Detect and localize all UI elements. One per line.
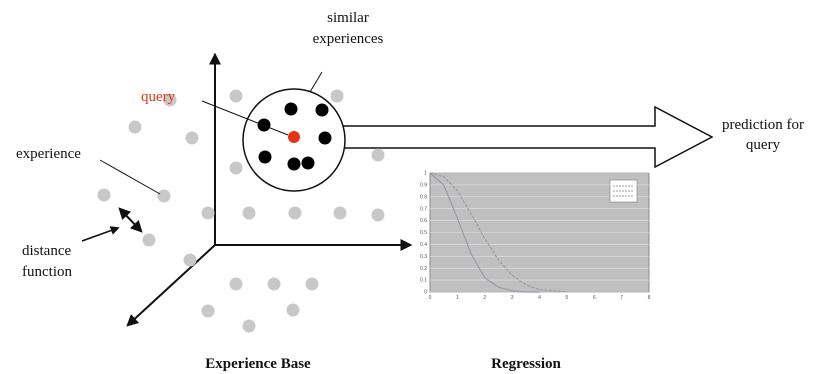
regression-series-line	[429, 172, 540, 293]
experience-point	[185, 131, 199, 145]
y-tick-label: 0.5	[420, 230, 427, 236]
y-tick-label: 0.1	[420, 278, 427, 284]
experience-point	[97, 188, 111, 202]
x-tick-label: 6	[593, 295, 596, 301]
experience-point	[242, 206, 256, 220]
y-tick-label: 0.8	[420, 194, 427, 200]
experience-point	[229, 277, 243, 291]
x-tick-label: 0	[429, 295, 432, 301]
y-tick-label: 0.4	[420, 242, 427, 248]
regression-legend	[609, 179, 638, 203]
prediction-label-line2: query	[746, 137, 781, 153]
x-tick-label: 4	[538, 295, 541, 301]
x-tick-label: 1	[456, 295, 459, 301]
distance-pointer-arrow	[81, 226, 120, 242]
experience-point	[286, 303, 300, 317]
experience-point	[142, 233, 156, 247]
similar-points	[257, 102, 332, 171]
similar-callout-line	[309, 71, 323, 93]
regression-title: Regression	[491, 356, 561, 372]
experience-label: experience	[16, 146, 81, 162]
y-tick-label: 1	[424, 171, 427, 177]
experience-point	[305, 277, 319, 291]
regression-series-line	[429, 172, 567, 293]
experience-point	[371, 148, 385, 162]
experience-callout-line	[99, 159, 161, 195]
prediction-arrow	[336, 105, 714, 169]
experience-point	[229, 161, 243, 175]
distance-label-line2: function	[22, 264, 72, 280]
query-callout-line	[201, 100, 289, 136]
distance-label-line1: distance	[22, 243, 71, 259]
experience-base-title: Experience Base	[205, 356, 311, 372]
experience-point	[288, 206, 302, 220]
experience-point	[333, 206, 347, 220]
experience-points	[97, 89, 385, 333]
similar-label-line1: similar	[327, 10, 369, 26]
experience-point	[267, 277, 281, 291]
axes	[126, 52, 413, 327]
similar-point	[318, 131, 332, 145]
experience-point	[229, 89, 243, 103]
x-tick-label: 2	[483, 295, 486, 301]
similar-point	[301, 156, 315, 170]
experience-point	[128, 120, 142, 134]
x-tick-label: 8	[648, 295, 651, 301]
similar-point	[284, 102, 298, 116]
similar-point	[258, 150, 272, 164]
x-tick-label: 3	[511, 295, 514, 301]
y-tick-label: 0.2	[420, 266, 427, 272]
distance-double-arrow	[118, 207, 143, 233]
experience-point	[157, 189, 171, 203]
experience-point	[163, 93, 177, 107]
experience-point	[183, 253, 197, 267]
experience-point	[242, 319, 256, 333]
y-tick-label: 0.6	[420, 218, 427, 224]
z-axis	[126, 244, 216, 327]
experience-point	[201, 206, 215, 220]
regression-x-ticks: 0 1 2 3 4 5 6 7 8	[429, 295, 651, 301]
similar-point	[315, 103, 329, 117]
y-tick-label: 0.9	[420, 183, 427, 189]
y-tick-label: 0	[424, 290, 427, 296]
query-point	[288, 131, 300, 143]
similar-point	[287, 157, 301, 171]
prediction-label-line1: prediction for	[722, 117, 804, 133]
regression-y-ticks: 0 0.1 0.2 0.3 0.4 0.5 0.6 0.7 0.8 0.9 1	[420, 171, 427, 296]
query-label: query	[141, 89, 176, 105]
regression-chart: 0 0.1 0.2 0.3 0.4 0.5 0.6 0.7 0.8 0.9 1 0 1 2 3 4 5 6 7 8	[420, 171, 651, 301]
x-tick-label: 5	[565, 295, 568, 301]
y-tick-label: 0.3	[420, 254, 427, 260]
x-tick-label: 7	[620, 295, 623, 301]
experience-point	[330, 89, 344, 103]
experience-point	[371, 208, 385, 222]
similar-label-line2: experiences	[313, 31, 384, 47]
y-tick-label: 0.7	[420, 206, 427, 212]
regression-series	[429, 172, 567, 293]
experience-point	[201, 304, 215, 318]
